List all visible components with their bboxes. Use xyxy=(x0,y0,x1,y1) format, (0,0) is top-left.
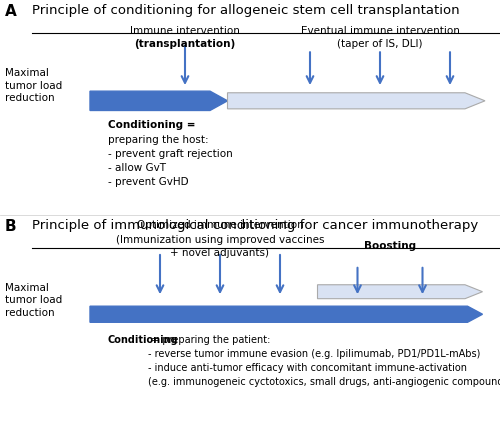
Text: + novel adjuvants): + novel adjuvants) xyxy=(170,248,270,258)
Text: (taper of IS, DLI): (taper of IS, DLI) xyxy=(337,39,423,48)
Text: Principle of conditioning for allogeneic stem cell transplantation: Principle of conditioning for allogeneic… xyxy=(32,4,460,17)
Text: B: B xyxy=(5,219,16,234)
FancyArrow shape xyxy=(90,306,482,322)
Text: Optimized immune intervention: Optimized immune intervention xyxy=(136,220,304,230)
FancyArrow shape xyxy=(90,91,228,110)
Text: Immune intervention: Immune intervention xyxy=(130,27,240,36)
Text: Principle of immunological conditioning for cancer immunotherapy: Principle of immunological conditioning … xyxy=(32,219,479,232)
Text: (transplantation): (transplantation) xyxy=(134,39,235,48)
Text: Eventual immune intervention: Eventual immune intervention xyxy=(300,27,460,36)
Text: (Immunization using improved vaccines: (Immunization using improved vaccines xyxy=(116,235,324,245)
Text: Conditioning =: Conditioning = xyxy=(108,120,195,130)
FancyArrow shape xyxy=(228,93,485,109)
Text: = preparing the patient:
- reverse tumor immune evasion (e.g. Ipilimumab, PD1/PD: = preparing the patient: - reverse tumor… xyxy=(148,335,500,387)
Text: Maximal
tumor load
reduction: Maximal tumor load reduction xyxy=(5,283,62,318)
Text: Boosting: Boosting xyxy=(364,241,416,251)
Text: Conditioning: Conditioning xyxy=(108,335,178,344)
Text: Maximal
tumor load
reduction: Maximal tumor load reduction xyxy=(5,68,62,103)
Text: A: A xyxy=(5,4,17,19)
FancyArrow shape xyxy=(318,285,482,299)
Text: preparing the host:
- prevent graft rejection
- allow GvT
- prevent GvHD: preparing the host: - prevent graft reje… xyxy=(108,135,232,187)
